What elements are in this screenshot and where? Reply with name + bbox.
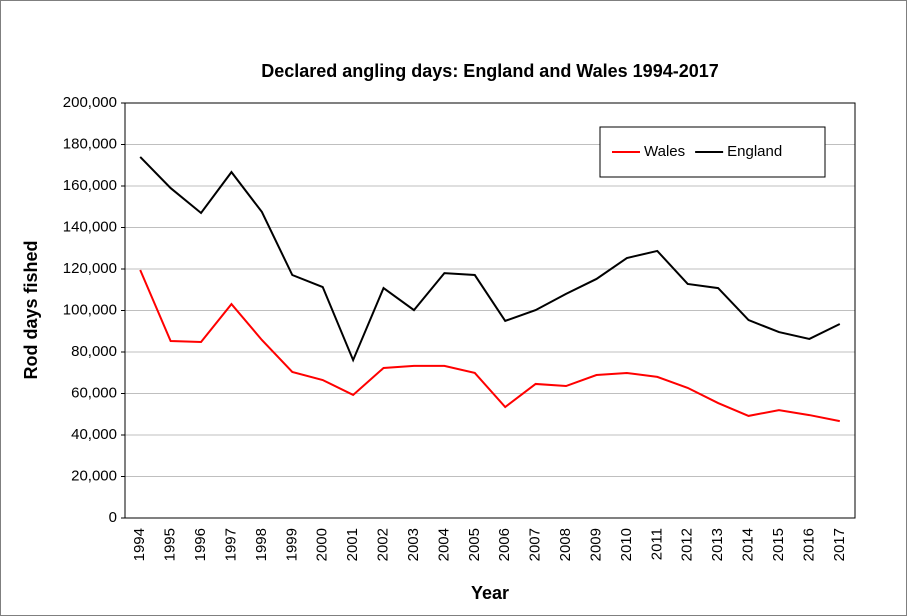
x-axis-label: Year — [471, 583, 509, 603]
y-tick-label: 100,000 — [63, 301, 117, 318]
x-tick-label: 1998 — [253, 528, 270, 561]
x-tick-label: 2008 — [557, 528, 574, 561]
x-tick-label: 2009 — [587, 528, 604, 561]
x-tick-label: 2001 — [344, 528, 361, 561]
y-tick-label: 200,000 — [63, 94, 117, 111]
x-tick-label: 2005 — [466, 528, 483, 561]
x-tick-label: 2015 — [770, 528, 787, 561]
y-tick-label: 180,000 — [63, 135, 117, 152]
legend-label: England — [727, 143, 782, 160]
x-tick-label: 2002 — [375, 528, 392, 561]
x-tick-label: 2000 — [314, 528, 331, 561]
x-tick-label: 1996 — [192, 528, 209, 561]
x-tick-label: 2010 — [618, 528, 635, 561]
chart-title: Declared angling days: England and Wales… — [261, 61, 719, 81]
x-tick-label: 2006 — [496, 528, 513, 561]
x-tick-label: 1999 — [283, 528, 300, 561]
y-axis-label: Rod days fished — [21, 240, 41, 379]
x-tick-label: 2004 — [435, 528, 452, 561]
y-tick-label: 40,000 — [71, 426, 117, 443]
x-tick-label: 2014 — [740, 528, 757, 561]
legend-label: Wales — [644, 143, 685, 160]
x-tick-label: 2003 — [405, 528, 422, 561]
x-tick-label: 2007 — [527, 528, 544, 561]
y-tick-label: 140,000 — [63, 218, 117, 235]
x-tick-label: 1995 — [162, 528, 179, 561]
y-tick-label: 120,000 — [63, 260, 117, 277]
y-tick-label: 20,000 — [71, 467, 117, 484]
plot-area — [124, 102, 856, 519]
x-tick-label: 2013 — [709, 528, 726, 561]
x-tick-label: 2012 — [679, 528, 696, 561]
y-tick-label: 0 — [109, 509, 117, 526]
x-tick-label: 2017 — [831, 528, 848, 561]
line-series — [139, 269, 840, 423]
x-tick-label: 1997 — [222, 528, 239, 561]
x-tick-label: 1994 — [131, 528, 148, 561]
y-tick-label: 60,000 — [71, 384, 117, 401]
y-tick-label: 160,000 — [63, 177, 117, 194]
x-tick-label: 2016 — [800, 528, 817, 561]
line-series — [139, 156, 841, 363]
y-tick-label: 80,000 — [71, 343, 117, 360]
x-tick-label: 2011 — [648, 528, 665, 560]
